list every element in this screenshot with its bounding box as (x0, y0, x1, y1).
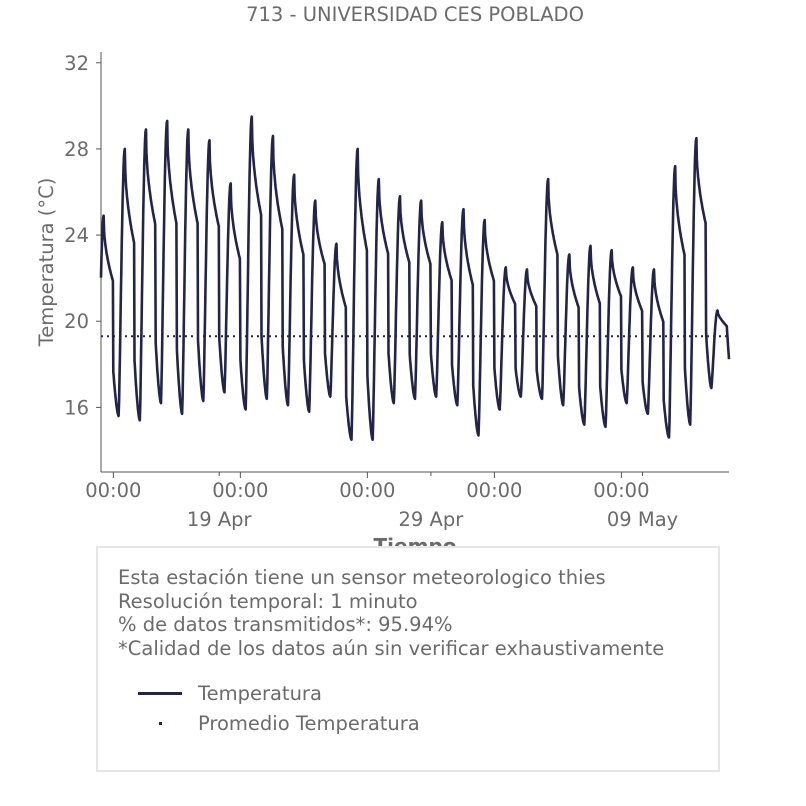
x-tick-label: 00:00 (339, 479, 395, 502)
y-tick-label: 16 (64, 396, 89, 419)
station-info: Esta estación tiene un sensor meteorolog… (118, 566, 664, 660)
x-tick-label: 00:00 (466, 479, 522, 502)
y-ticks: 16 20 24 28 32 (64, 52, 101, 419)
y-tick-label: 28 (64, 138, 89, 161)
y-tick-label: 20 (64, 310, 89, 333)
info-quality-note: *Calidad de los datos aún sin verificar … (118, 636, 665, 660)
info-transmitted: % de datos transmitidos*: 95.94% (118, 613, 453, 636)
x-date-label: 19 Apr (187, 508, 253, 531)
series-layer (99, 115, 731, 441)
info-legend-box: Esta estación tiene un sensor meteorolog… (96, 546, 720, 772)
legend-item-temperatura: Temperatura (138, 681, 322, 705)
legend-dot-swatch (138, 711, 184, 735)
x-date-label: 29 Apr (399, 508, 465, 531)
legend-label-promedio: Promedio Temperatura (198, 711, 420, 735)
x-tick-label: 00:00 (85, 479, 141, 502)
info-resolution: Resolución temporal: 1 minuto (118, 589, 418, 613)
y-axis-label: Temperatura (°C) (35, 178, 58, 348)
y-tick-label: 24 (64, 224, 89, 247)
y-tick-label: 32 (64, 52, 89, 75)
info-sensor: Esta estación tiene un sensor meteorolog… (118, 566, 606, 589)
x-tick-label: 00:00 (593, 479, 649, 502)
legend-label-temperatura: Temperatura (198, 681, 322, 705)
x-date-label: 09 May (607, 508, 678, 531)
chart-title: 713 - UNIVERSIDAD CES POBLADO (246, 3, 584, 26)
temperature-chart: 713 - UNIVERSIDAD CES POBLADO 16 20 24 28 32… (35, 3, 731, 531)
series-temperatura-line (99, 115, 731, 441)
x-ticks: 00:00 00:00 00:00 00:00 00:00 19 Apr 29 Apr 09 … (85, 472, 678, 531)
legend-line-swatch (138, 681, 184, 705)
legend-item-promedio: Promedio Temperatura (138, 711, 420, 735)
x-tick-label: 00:00 (212, 479, 268, 502)
